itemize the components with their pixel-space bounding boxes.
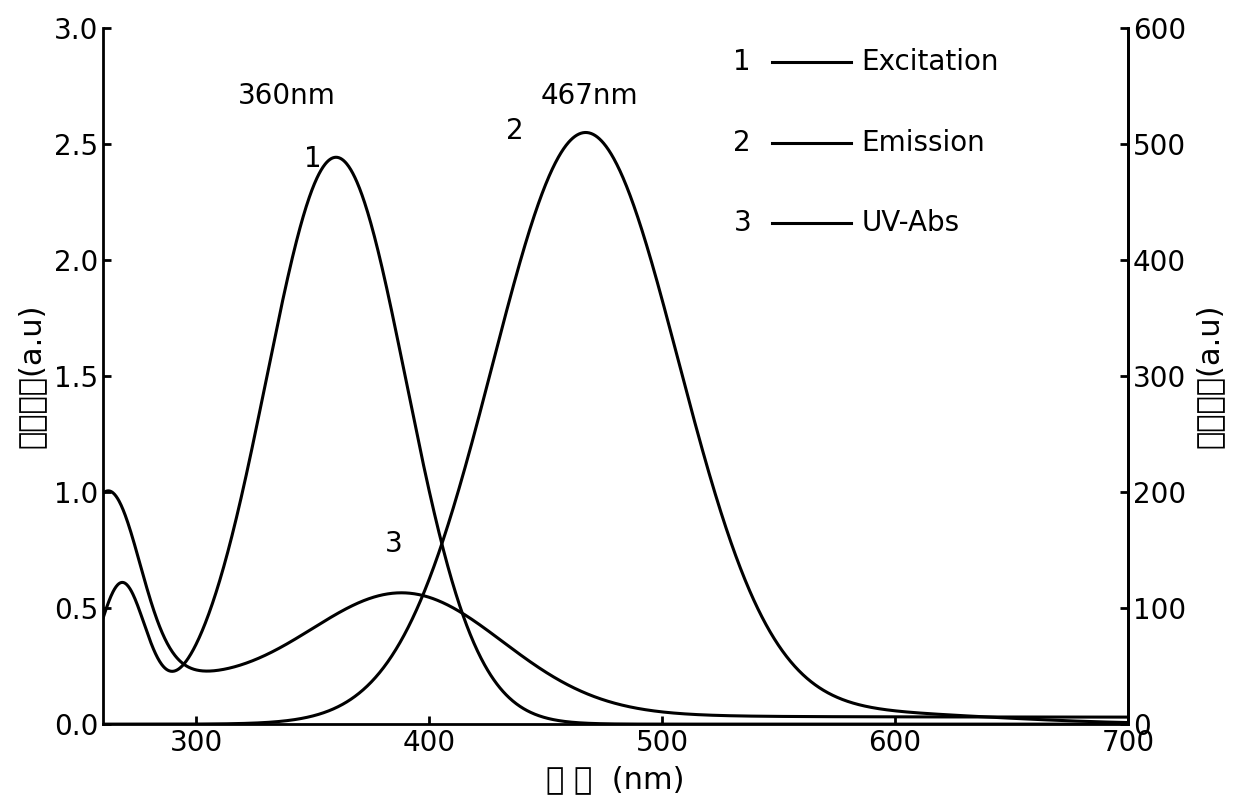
Text: UV-Abs: UV-Abs: [862, 208, 960, 237]
Y-axis label: 吸收强度(a.u): 吸收强度(a.u): [16, 303, 46, 448]
Y-axis label: 荧光强度(a.u): 荧光强度(a.u): [1194, 303, 1224, 448]
X-axis label: 波 长  (nm): 波 长 (nm): [547, 766, 684, 794]
Text: 2: 2: [506, 117, 523, 145]
Text: 2: 2: [733, 129, 751, 157]
Text: 360nm: 360nm: [238, 82, 336, 110]
Text: Emission: Emission: [862, 129, 986, 157]
Text: 3: 3: [384, 530, 403, 558]
Text: 467nm: 467nm: [541, 82, 639, 110]
Text: Excitation: Excitation: [862, 49, 999, 76]
Text: 1: 1: [304, 145, 321, 173]
Text: 1: 1: [733, 49, 751, 76]
Text: 3: 3: [733, 208, 751, 237]
